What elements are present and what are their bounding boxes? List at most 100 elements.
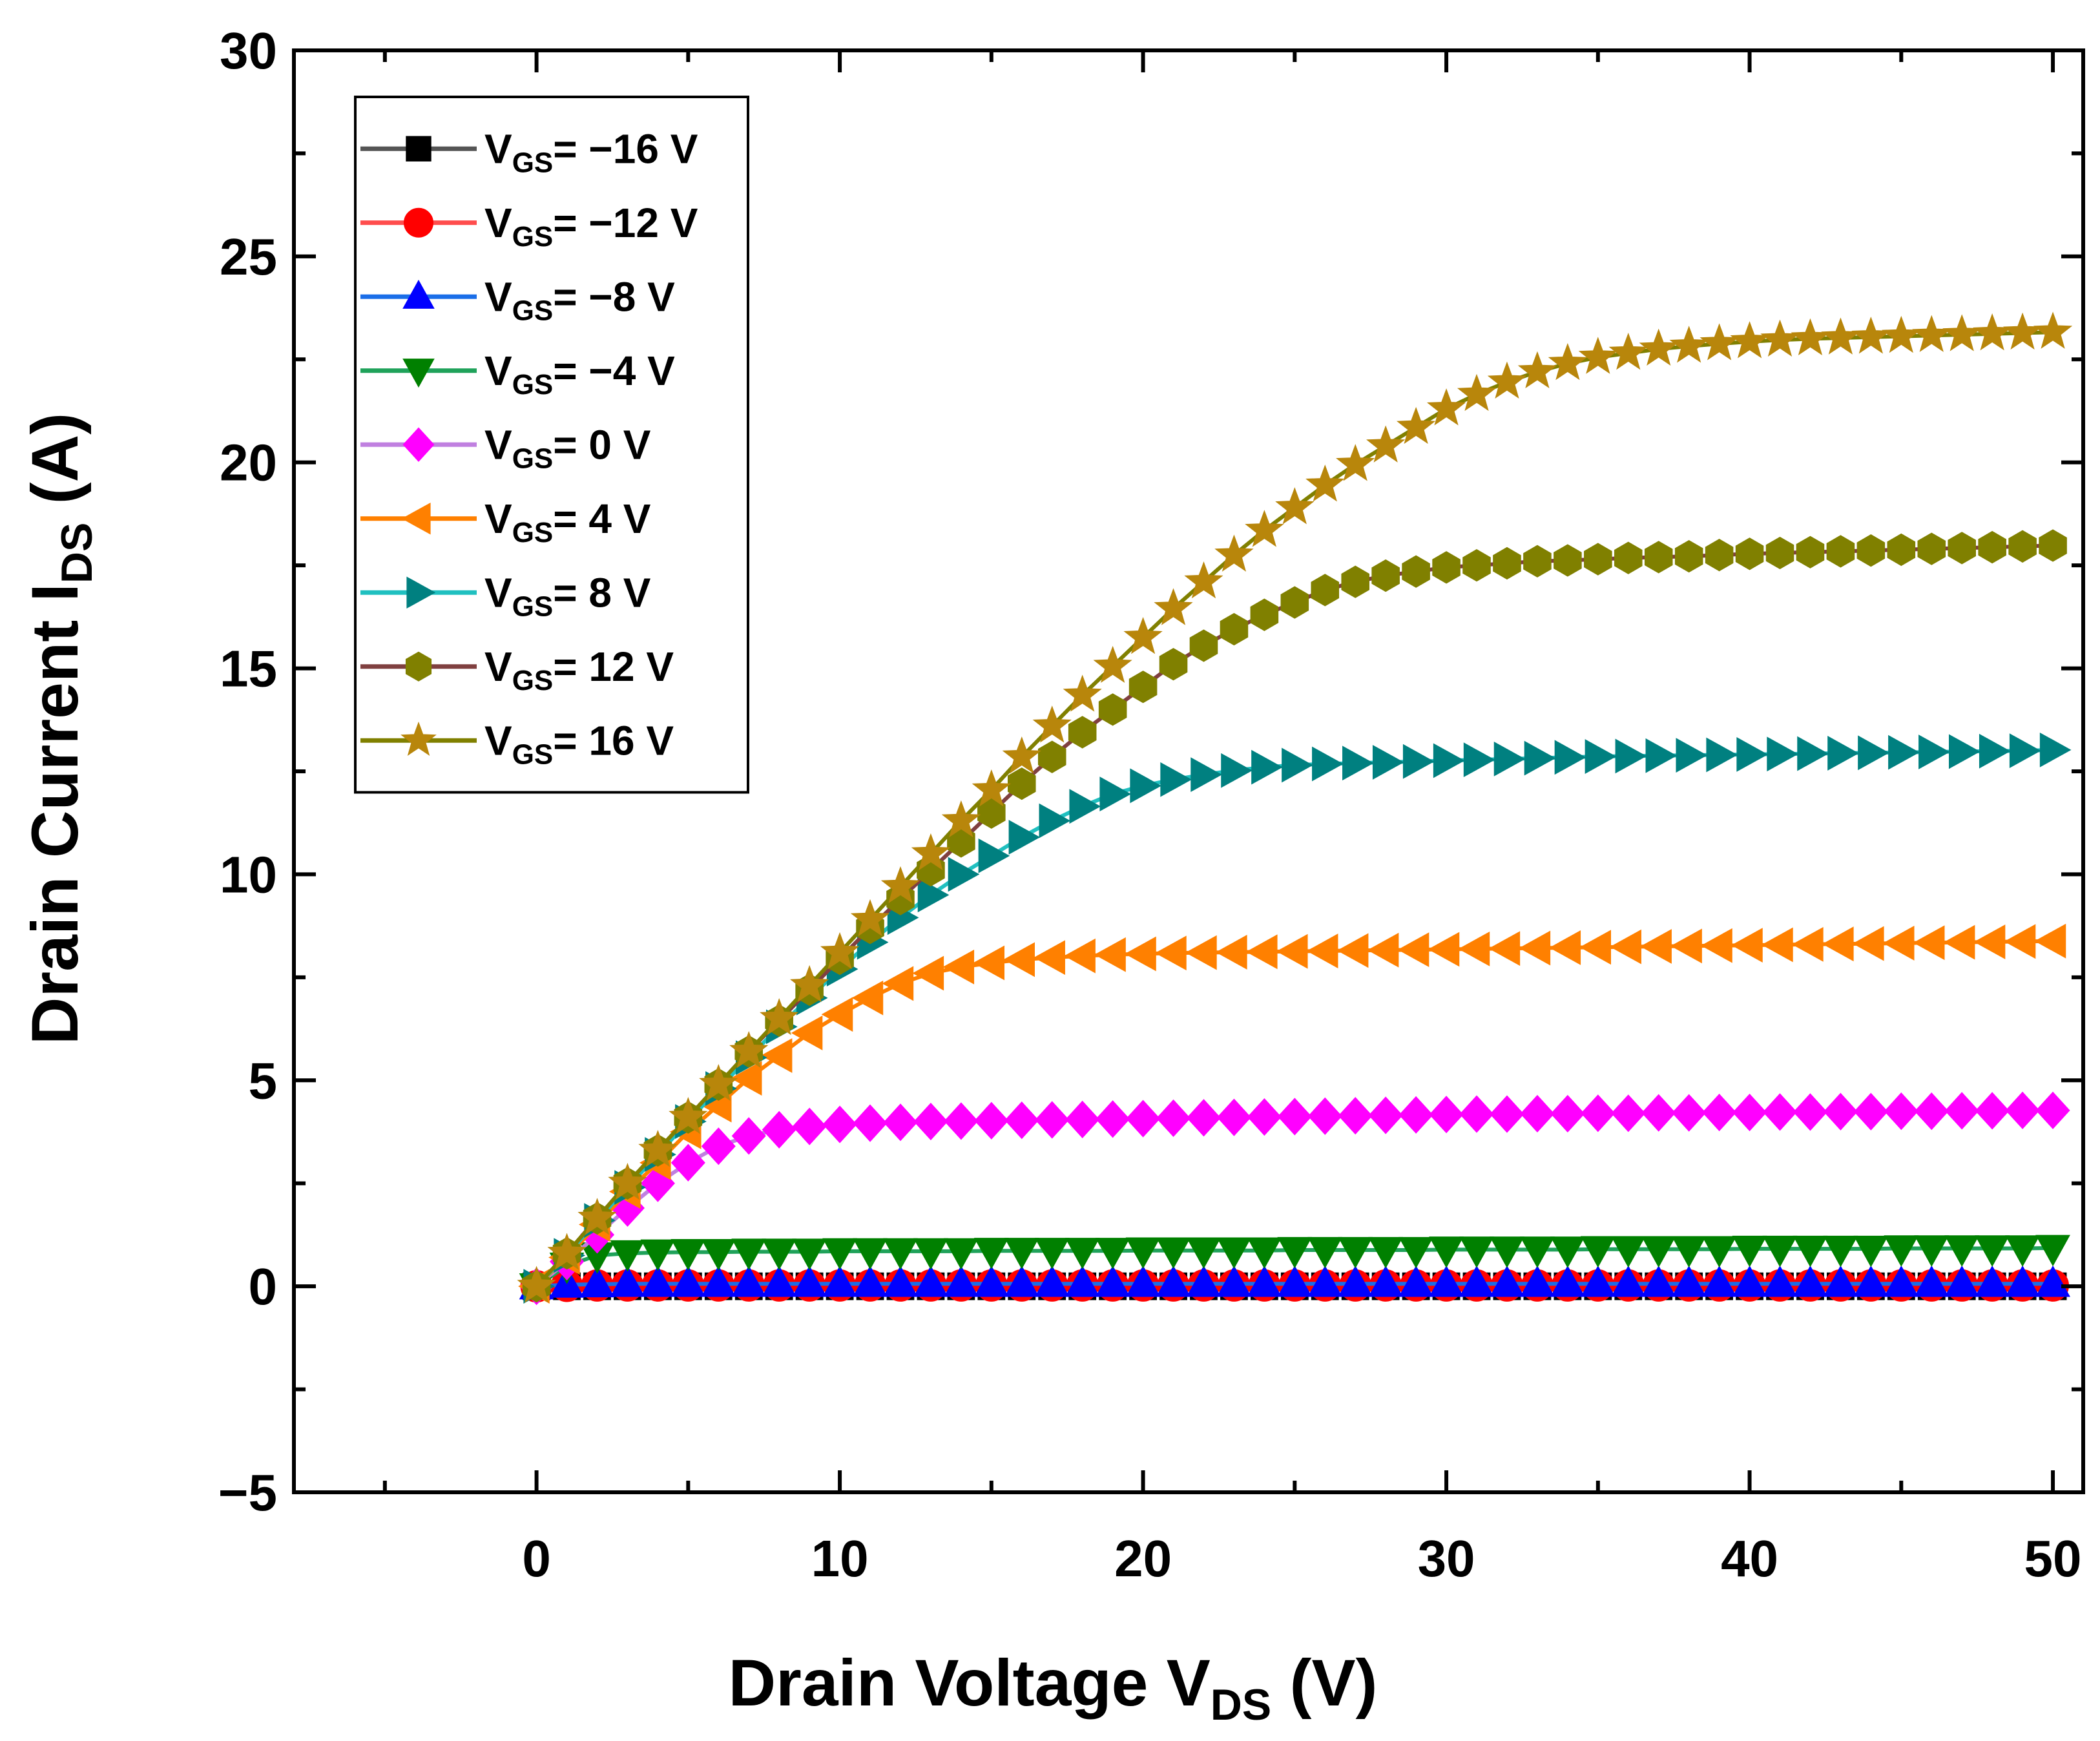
data-point — [913, 1265, 948, 1297]
data-point — [1520, 1265, 1555, 1297]
data-point — [1490, 1095, 1524, 1133]
data-point — [1064, 938, 1096, 974]
data-point — [973, 1265, 1009, 1297]
data-point — [1276, 933, 1308, 969]
data-point — [1429, 1236, 1464, 1268]
data-point — [1760, 319, 1800, 357]
data-point — [1973, 313, 2012, 351]
data-point — [948, 857, 980, 892]
data-point — [1640, 929, 1672, 964]
legend-entry: VGS= −8 V — [360, 273, 675, 326]
data-point — [731, 1265, 767, 1297]
data-point — [1366, 425, 1406, 463]
data-point — [1128, 671, 1158, 704]
data-point — [1851, 317, 1891, 354]
data-point — [1669, 326, 1709, 363]
data-point — [1731, 928, 1763, 963]
data-point — [1156, 1265, 1191, 1297]
data-point — [610, 1265, 645, 1297]
data-point — [1975, 1265, 2010, 1297]
data-point — [1882, 315, 1921, 353]
data-point — [1554, 544, 1582, 577]
data-point — [1674, 539, 1703, 573]
y-tick-label: 25 — [220, 228, 277, 286]
data-point — [2005, 1265, 2040, 1297]
data-point — [1250, 598, 1279, 631]
x-axis-title-sub: DS — [1211, 1680, 1271, 1729]
data-point — [1765, 536, 1794, 570]
data-point — [1338, 1097, 1373, 1135]
data-point — [1123, 617, 1163, 654]
data-point — [913, 1102, 948, 1141]
data-point — [1186, 1265, 1222, 1297]
data-point — [1978, 530, 2006, 564]
data-point — [1762, 1265, 1798, 1297]
data-point — [1488, 931, 1521, 966]
data-point — [701, 1127, 736, 1165]
data-point — [1398, 1265, 1434, 1297]
data-point — [1702, 1093, 1737, 1132]
legend-marker — [402, 279, 435, 309]
data-point — [1944, 1235, 1980, 1267]
data-point — [1277, 1098, 1312, 1136]
data-point — [1581, 1094, 1616, 1132]
data-point — [973, 945, 1005, 981]
data-point — [1426, 388, 1466, 426]
data-point — [1428, 932, 1460, 967]
data-point — [1069, 789, 1101, 824]
data-point — [820, 932, 860, 970]
legend-label: VGS= 8 V — [484, 569, 651, 622]
data-point — [880, 866, 920, 904]
y-tick-label: 0 — [249, 1258, 278, 1315]
data-point — [1767, 736, 1798, 772]
legend-entry: VGS= 16 V — [360, 717, 674, 770]
data-point — [1432, 551, 1461, 584]
data-point — [1671, 1236, 1707, 1268]
data-point — [790, 964, 829, 1003]
data-point — [791, 1016, 823, 1050]
data-point — [1550, 1265, 1585, 1297]
data-point — [1429, 1265, 1464, 1297]
x-tick-label: 50 — [2024, 1530, 2082, 1587]
data-point — [1736, 736, 1769, 772]
data-point — [1730, 321, 1769, 359]
data-point — [730, 1061, 762, 1096]
data-point — [1433, 743, 1465, 778]
data-point — [1914, 1092, 1949, 1131]
data-point — [1068, 716, 1097, 749]
data-point — [972, 769, 1011, 807]
legend-entry: VGS= −12 V — [360, 200, 698, 253]
series-line — [535, 330, 2053, 1288]
data-point — [850, 899, 890, 937]
data-point — [671, 1143, 705, 1182]
legend-label: VGS= 4 V — [484, 495, 651, 548]
data-point — [1793, 1093, 1828, 1131]
data-point — [1459, 1236, 1494, 1268]
data-point — [1307, 1236, 1343, 1269]
data-point — [701, 1265, 736, 1297]
data-point — [2034, 923, 2066, 959]
data-point — [1368, 1236, 1404, 1269]
series-5 — [518, 923, 2066, 1304]
data-point — [792, 1107, 827, 1145]
data-point — [1610, 1265, 1646, 1297]
data-point — [1608, 333, 1648, 370]
legend-marker — [406, 576, 436, 609]
y-tick-label: 20 — [220, 434, 277, 492]
data-point — [1367, 932, 1399, 968]
data-point — [1821, 317, 1860, 355]
data-point — [1732, 1235, 1767, 1267]
legend-label: VGS= −12 V — [484, 200, 698, 253]
data-point — [1307, 1097, 1342, 1135]
data-point — [1700, 323, 1739, 360]
data-point — [1063, 674, 1102, 712]
y-axis-title-main: Drain Current I — [18, 583, 92, 1045]
data-point — [2035, 1091, 2070, 1129]
data-point — [1372, 745, 1404, 780]
data-point — [1914, 1235, 1949, 1267]
data-point — [517, 1266, 556, 1303]
data-point — [973, 1238, 1009, 1269]
data-point — [1676, 738, 1708, 773]
data-point — [1762, 1235, 1798, 1267]
legend-entry: VGS= 0 V — [360, 421, 651, 474]
